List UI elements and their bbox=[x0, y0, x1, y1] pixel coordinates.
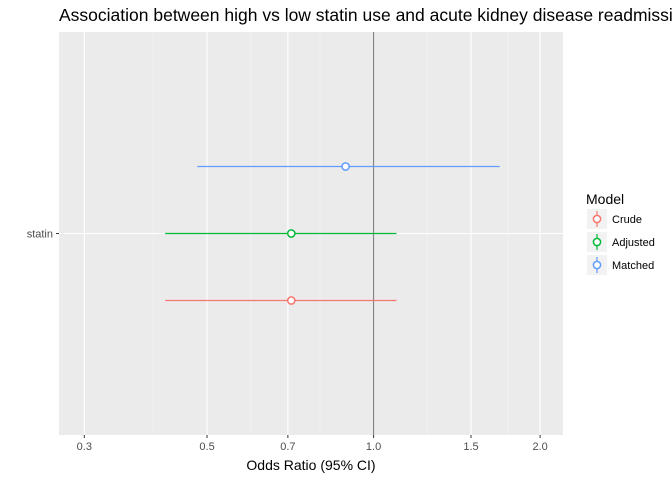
series-crude bbox=[165, 296, 397, 305]
x-tick-label-5: 2.0 bbox=[532, 441, 547, 453]
legend-title: Model bbox=[586, 191, 624, 207]
x-tick-label-3: 1.0 bbox=[366, 441, 381, 453]
y-axis: statin bbox=[27, 229, 59, 241]
legend: Model Crude Adjusted Matched bbox=[586, 191, 655, 275]
legend-label-adjusted: Adjusted bbox=[612, 237, 655, 249]
x-axis-label: Odds Ratio (95% CI) bbox=[246, 457, 375, 473]
point-estimate-matched bbox=[341, 162, 350, 171]
series-matched bbox=[197, 162, 500, 171]
legend-item-matched: Matched bbox=[587, 255, 654, 275]
legend-item-crude: Crude bbox=[587, 209, 642, 229]
y-tick-label-0: statin bbox=[27, 229, 53, 241]
legend-key-point-crude bbox=[592, 214, 602, 224]
series-group bbox=[165, 162, 500, 305]
legend-label-crude: Crude bbox=[612, 214, 642, 226]
series-adjusted bbox=[165, 229, 397, 238]
chart-title: Association between high vs low statin u… bbox=[59, 5, 672, 25]
legend-label-matched: Matched bbox=[612, 260, 654, 272]
legend-key-point-matched bbox=[592, 260, 602, 270]
x-tick-label-1: 0.5 bbox=[199, 441, 214, 453]
x-tick-label-4: 1.5 bbox=[463, 441, 478, 453]
x-axis: 0.3 0.5 0.7 1.0 1.5 2.0 bbox=[77, 435, 548, 453]
legend-item-adjusted: Adjusted bbox=[587, 232, 655, 252]
point-estimate-adjusted bbox=[286, 229, 296, 238]
x-tick-label-0: 0.3 bbox=[77, 441, 92, 453]
point-estimate-crude bbox=[286, 296, 296, 305]
x-tick-label-2: 0.7 bbox=[280, 441, 295, 453]
legend-key-point-adjusted bbox=[592, 237, 602, 247]
